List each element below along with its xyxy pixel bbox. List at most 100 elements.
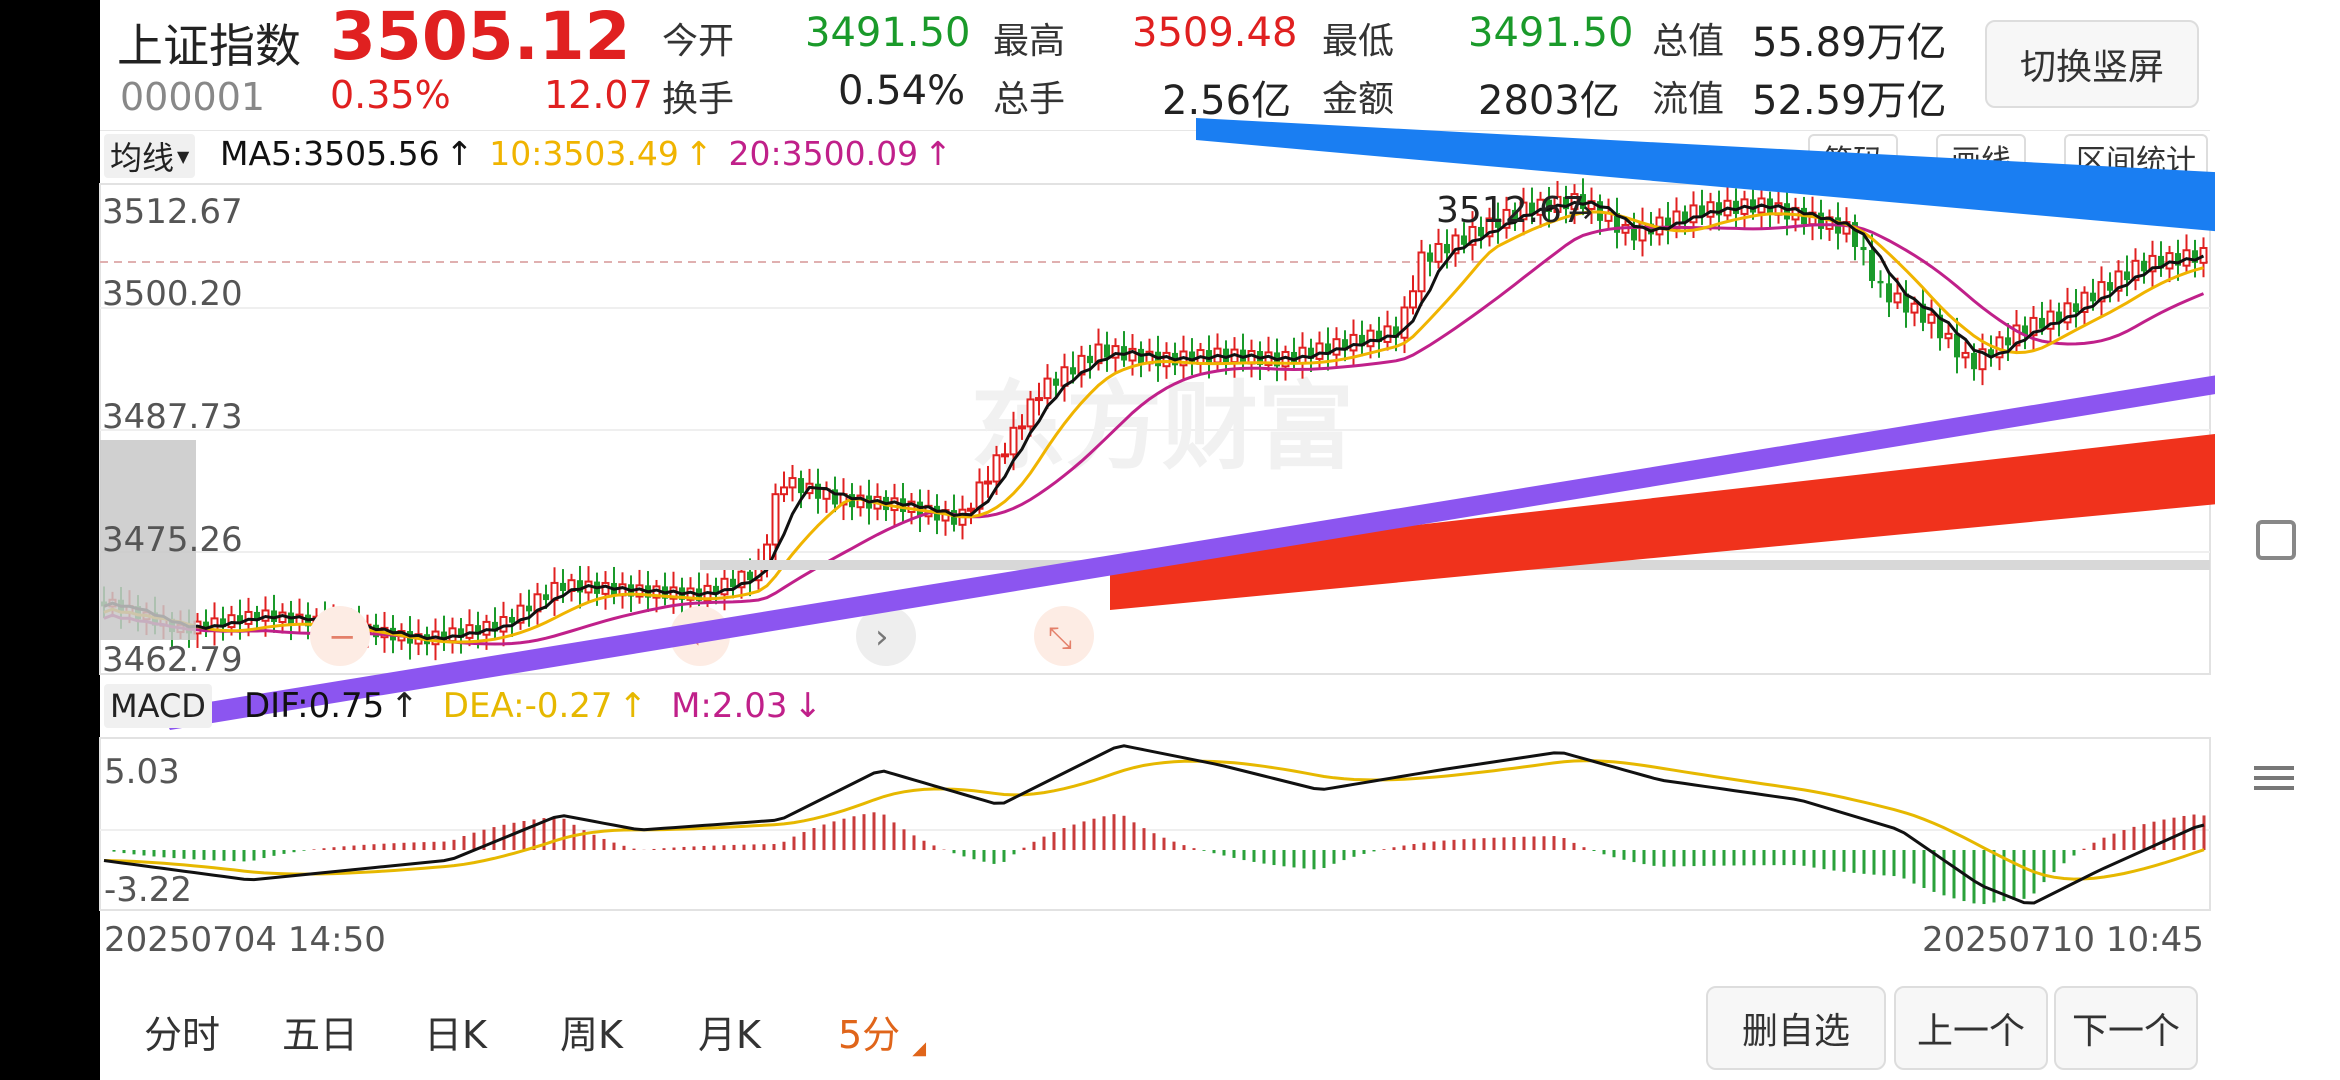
candle-body: [2039, 317, 2045, 329]
next-stock-button[interactable]: 下一个: [2054, 986, 2198, 1070]
candle-body: [1444, 243, 1450, 254]
ma-selector-label: 均线: [110, 139, 175, 177]
ma5-line: [103, 200, 2205, 641]
candle-body: [1417, 251, 1426, 293]
candle-body: [780, 486, 788, 496]
stat-value-low: 3491.50: [1468, 10, 1634, 56]
tab-daily-k[interactable]: 日K: [424, 1013, 487, 1057]
candle-body: [1223, 348, 1229, 363]
previous-stock-button[interactable]: 上一个: [1894, 986, 2048, 1070]
candle-body: [788, 477, 797, 489]
candle-body: [2097, 281, 2106, 303]
candle-body: [815, 483, 821, 499]
current-price: 3505.12: [330, 0, 631, 75]
candle-body: [1053, 378, 1059, 386]
left-scroll-handle[interactable]: [100, 440, 196, 640]
stat-label-open: 今开: [662, 21, 735, 62]
candle-body: [747, 571, 753, 581]
zoom-out-control[interactable]: [310, 606, 370, 666]
candle-body: [1502, 208, 1511, 229]
candle-body: [1631, 224, 1637, 241]
stat-label-amount: 金额: [1322, 79, 1395, 120]
candle-body: [1978, 348, 1987, 371]
left-edge-bar: [0, 0, 100, 1080]
switch-portrait-button[interactable]: 切换竖屏: [1985, 20, 2199, 108]
tab-five-day[interactable]: 五日: [282, 1013, 359, 1057]
collapse-control[interactable]: [1034, 606, 1094, 666]
candle-body: [1461, 235, 1467, 245]
macd-selector[interactable]: MACD: [104, 684, 212, 728]
ma20-value: 20:3500.09: [728, 134, 919, 173]
next-page-control[interactable]: [856, 606, 916, 666]
candle-body: [1026, 398, 1035, 428]
candle-body: [1954, 333, 1960, 358]
stat-value-volume: 2.56亿: [1162, 78, 1292, 124]
remove-watchlist-button[interactable]: 删自选: [1706, 986, 1886, 1070]
stat-value-turnover: 0.54%: [838, 68, 966, 114]
tab-5min[interactable]: 5分 ◢: [838, 1004, 926, 1059]
candle-body: [1451, 234, 1460, 255]
candle-body: [1409, 290, 1417, 309]
macd-tick-bottom: -3.22: [104, 870, 192, 910]
candle-body: [1563, 196, 1569, 210]
candle-body: [1018, 425, 1026, 430]
dea-line: [103, 759, 2205, 881]
ma-selector[interactable]: 均线 ▼: [104, 134, 196, 178]
ma-bar: [100, 130, 2210, 183]
candle-body: [203, 621, 209, 631]
candle-body: [1376, 330, 1382, 342]
rect-tool-icon[interactable]: [2256, 520, 2296, 560]
tab-weekly-k[interactable]: 周K: [560, 1013, 623, 1057]
macd-histogram: [112, 812, 2206, 905]
candle-body: [1400, 306, 1409, 339]
stat-value-high: 3509.48: [1132, 10, 1298, 56]
dif-line: [103, 744, 2205, 905]
candle-body: [1852, 222, 1858, 247]
candle-body: [1614, 213, 1620, 233]
stat-label-float-value: 流值: [1652, 79, 1725, 120]
m-value: M:2.03: [671, 686, 788, 726]
up-arrow-icon: ↑: [390, 686, 419, 726]
candle-body: [2175, 253, 2181, 266]
candle-body: [499, 616, 508, 633]
candle-body: [951, 510, 957, 525]
candle-body: [1035, 397, 1043, 402]
candle-body: [1094, 343, 1103, 365]
minus-icon: −: [328, 617, 357, 657]
candle-body: [237, 615, 243, 624]
candle-body: [2090, 292, 2096, 302]
menu-icon[interactable]: [2254, 760, 2294, 796]
purple-trend-line: [160, 372, 2240, 730]
macd-frame: [99, 737, 2211, 911]
candle-body: [1903, 293, 1909, 313]
peak-price-label: 3512.67: [1436, 190, 1585, 231]
stat-value-open: 3491.50: [805, 10, 971, 56]
macd-tick-top: 5.03: [104, 752, 180, 792]
candle-body: [1988, 349, 1994, 358]
tab-monthly-k[interactable]: 月K: [698, 1013, 761, 1057]
candle-body: [1706, 201, 1715, 218]
macd-name: MACD: [110, 687, 206, 725]
candle-body: [1869, 250, 1875, 281]
candle-body: [2046, 310, 2055, 330]
price-tick-2: 3500.20: [102, 274, 243, 314]
candle-body: [271, 610, 277, 623]
candle-body: [1877, 280, 1884, 284]
dif-value: DIF:0.75: [244, 686, 385, 726]
candle-body: [2114, 270, 2123, 292]
candle-body: [1682, 211, 1688, 223]
candle-body: [832, 489, 838, 505]
right-toolbar: [2215, 0, 2340, 1080]
candle-body: [1359, 334, 1365, 347]
candle-body: [1927, 313, 1936, 324]
candle-body: [2029, 316, 2038, 337]
candle-body: [1104, 344, 1110, 358]
tab-intraday[interactable]: 分时: [144, 1013, 221, 1057]
candle-body: [1393, 326, 1399, 338]
candle-body: [2056, 311, 2062, 323]
candle-body: [1111, 345, 1120, 359]
candle-body: [516, 604, 525, 624]
up-arrow-icon: ↑: [684, 134, 713, 173]
candle-body: [1495, 218, 1501, 228]
